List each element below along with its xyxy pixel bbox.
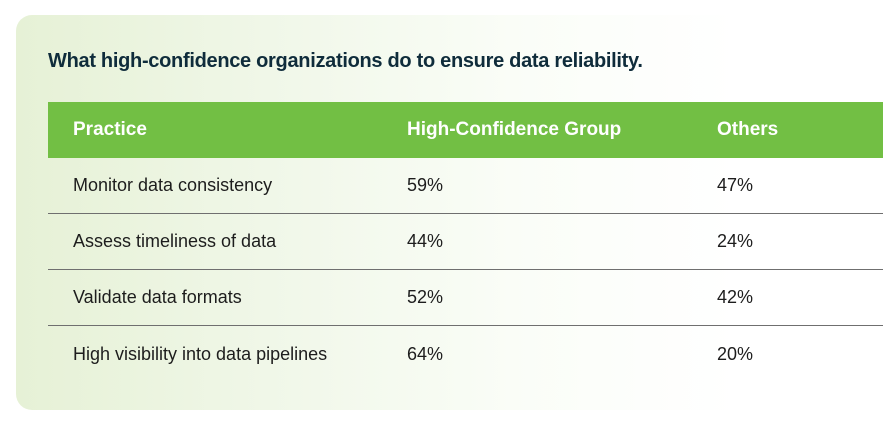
high-confidence-cell: 64% bbox=[407, 343, 444, 364]
table-row: Monitor data consistency 59% 47% bbox=[48, 158, 883, 214]
others-cell: 47% bbox=[717, 175, 754, 195]
table-card bbox=[16, 15, 883, 410]
table-row: High visibility into data pipelines 64% … bbox=[48, 326, 883, 382]
others-cell: 42% bbox=[717, 287, 754, 307]
table-row: Assess timeliness of data 44% 24% bbox=[48, 214, 883, 270]
high-confidence-cell: 44% bbox=[407, 231, 444, 251]
data-table: Practice High-Confidence Group Others Mo… bbox=[48, 102, 883, 382]
header-practice: Practice bbox=[73, 119, 147, 140]
header-high-confidence-group: High-Confidence Group bbox=[407, 119, 622, 140]
header-others: Others bbox=[717, 119, 779, 140]
practice-cell: Monitor data consistency bbox=[73, 175, 273, 195]
table-header: Practice High-Confidence Group Others bbox=[48, 102, 883, 158]
others-cell: 24% bbox=[717, 231, 754, 251]
others-cell: 20% bbox=[717, 343, 754, 364]
practice-cell: High visibility into data pipelines bbox=[73, 343, 328, 364]
practice-cell: Assess timeliness of data bbox=[73, 231, 277, 251]
high-confidence-cell: 52% bbox=[407, 287, 444, 307]
chart-title: What high-confidence organizations do to… bbox=[48, 50, 643, 72]
high-confidence-cell: 59% bbox=[407, 175, 444, 195]
practice-cell: Validate data formats bbox=[73, 287, 242, 307]
table-row: Validate data formats 52% 42% bbox=[48, 270, 883, 326]
